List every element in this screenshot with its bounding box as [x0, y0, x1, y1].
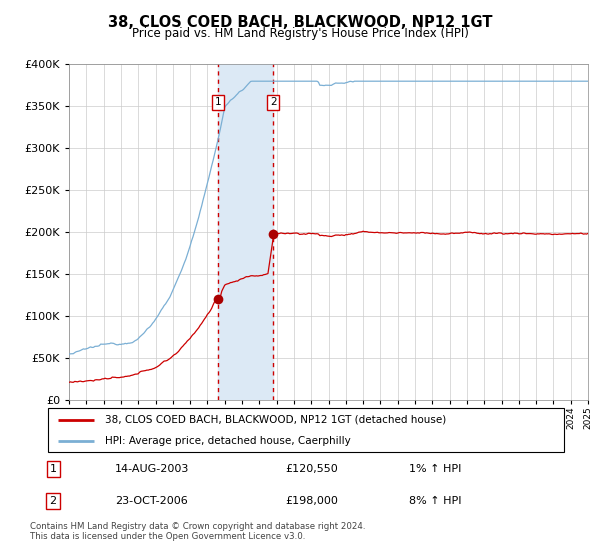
Text: 38, CLOS COED BACH, BLACKWOOD, NP12 1GT (detached house): 38, CLOS COED BACH, BLACKWOOD, NP12 1GT … — [105, 415, 446, 425]
Text: 1: 1 — [50, 464, 56, 474]
Text: Price paid vs. HM Land Registry's House Price Index (HPI): Price paid vs. HM Land Registry's House … — [131, 27, 469, 40]
Text: 38, CLOS COED BACH, BLACKWOOD, NP12 1GT: 38, CLOS COED BACH, BLACKWOOD, NP12 1GT — [108, 15, 492, 30]
Text: 8% ↑ HPI: 8% ↑ HPI — [409, 496, 462, 506]
Text: 23-OCT-2006: 23-OCT-2006 — [115, 496, 188, 506]
Text: 1% ↑ HPI: 1% ↑ HPI — [409, 464, 461, 474]
Text: 14-AUG-2003: 14-AUG-2003 — [115, 464, 190, 474]
Text: 2: 2 — [50, 496, 57, 506]
FancyBboxPatch shape — [48, 408, 564, 452]
Text: £120,550: £120,550 — [286, 464, 338, 474]
Text: Contains HM Land Registry data © Crown copyright and database right 2024.
This d: Contains HM Land Registry data © Crown c… — [30, 522, 365, 542]
Text: £198,000: £198,000 — [286, 496, 338, 506]
Text: HPI: Average price, detached house, Caerphilly: HPI: Average price, detached house, Caer… — [105, 436, 350, 446]
Text: 2: 2 — [270, 97, 277, 107]
Text: 1: 1 — [215, 97, 221, 107]
Bar — [218, 64, 274, 400]
